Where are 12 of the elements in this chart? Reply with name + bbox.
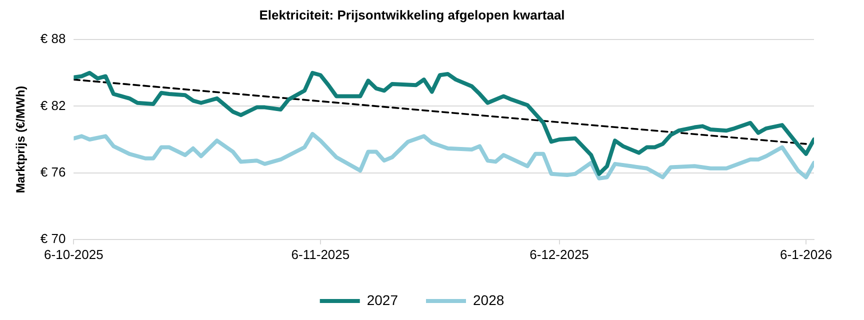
x-tick-label: 6-11-2025 [291, 246, 350, 262]
y-tick-label: € 70 [40, 230, 66, 246]
y-tick-label: € 88 [40, 31, 66, 46]
legend-label: 2027 [366, 292, 398, 308]
chart-title: Elektriciteit: Prijsontwikkeling afgelopen kwartaal [259, 7, 565, 22]
y-tick-label: € 82 [40, 98, 66, 113]
x-tick-label: 6-1-2026 [780, 246, 832, 262]
y-tick-label: € 76 [40, 164, 66, 180]
y-axis-title: Marktprijs (€/MWh) [14, 86, 28, 194]
x-tick-label: 6-12-2025 [530, 246, 589, 262]
legend-label: 2028 [473, 292, 504, 308]
x-tick-label: 6-10-2025 [44, 246, 104, 262]
